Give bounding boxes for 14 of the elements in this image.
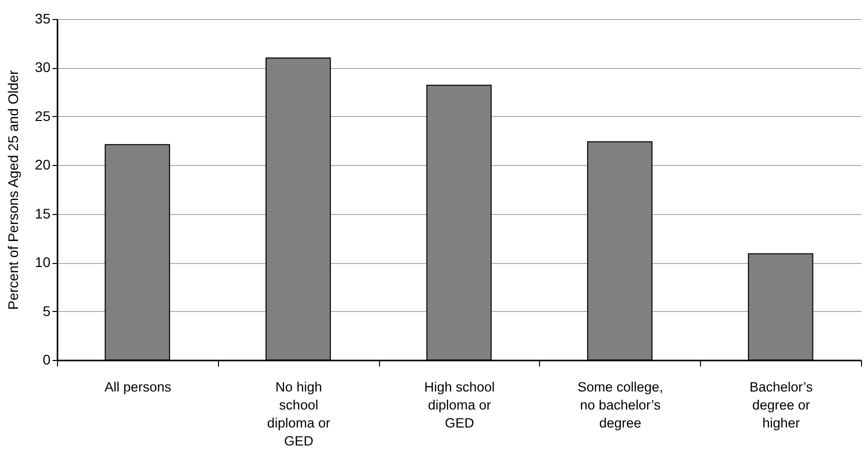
x-tick-label: High school diploma or GED [424,380,495,430]
y-axis-title: Percent of Persons Aged 25 and Older [4,70,21,310]
x-tick-label: Bachelor’s degree or higher [749,380,813,430]
y-tick-label: 35 [34,10,51,26]
y-tick-label: 25 [34,108,51,124]
y-tick-label: 20 [34,156,51,173]
y-tick-label: 5 [42,302,51,319]
y-tick-label: 10 [34,254,51,270]
y-tick-label: 30 [34,59,51,76]
y-tick-label: 15 [34,205,51,222]
x-tick-label: All persons [104,380,172,394]
x-tick-label: Some college, no bachelor’s degree [578,380,664,430]
x-tick-label: No high school diploma or GED [267,380,331,448]
y-tick-label: 0 [42,352,51,368]
